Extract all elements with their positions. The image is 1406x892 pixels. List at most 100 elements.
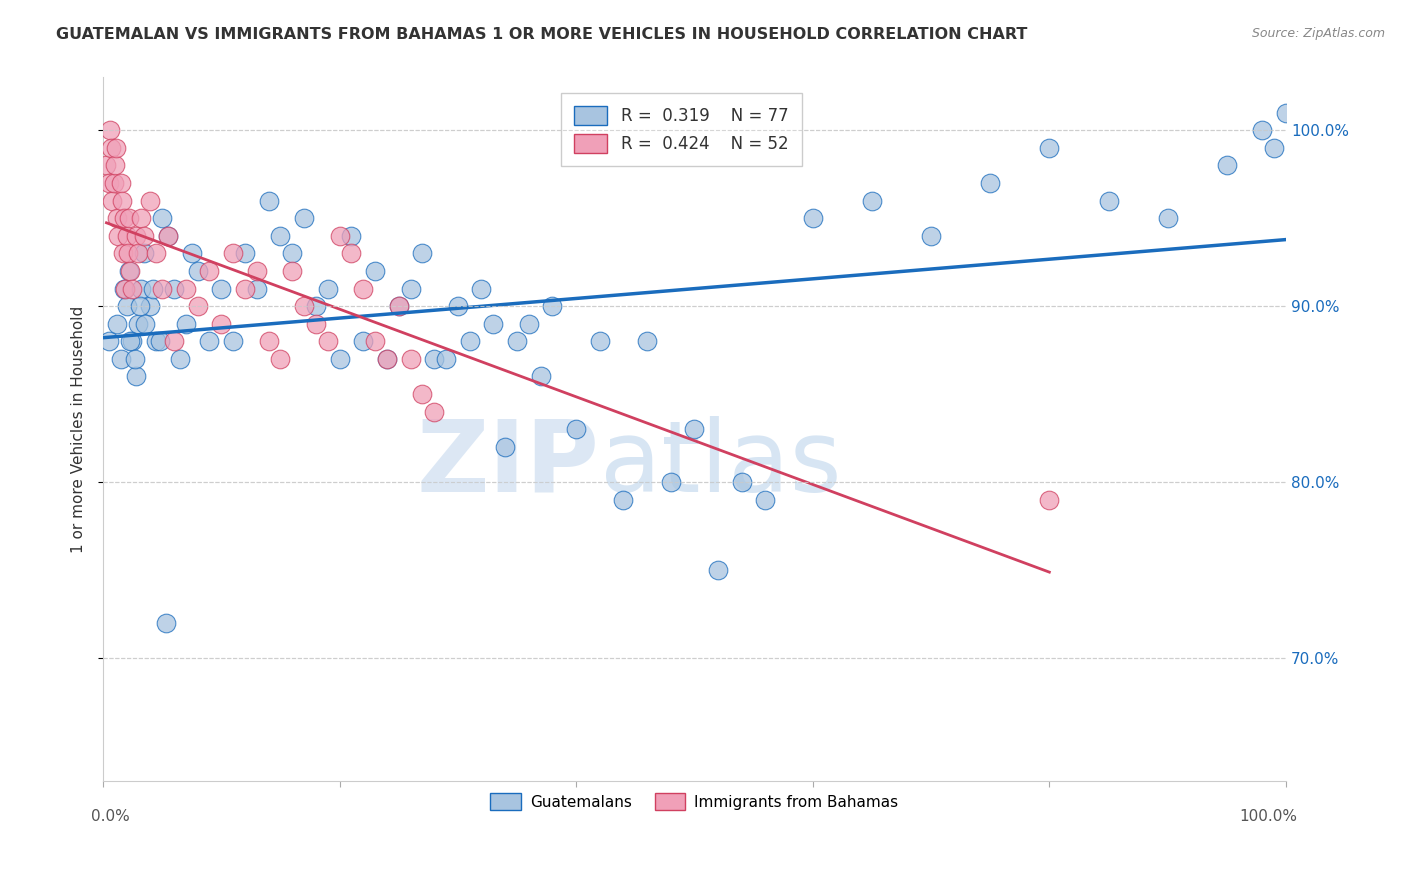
- Point: [134, 228, 156, 243]
- Point: [209, 281, 232, 295]
- Point: [328, 351, 350, 366]
- Point: [530, 369, 553, 384]
- Point: [128, 299, 150, 313]
- Point: [364, 334, 387, 349]
- Point: [155, 615, 177, 630]
- Point: [145, 246, 167, 260]
- Point: [470, 281, 492, 295]
- Point: [612, 492, 634, 507]
- Point: [115, 299, 138, 313]
- Point: [659, 475, 682, 489]
- Point: [127, 246, 149, 260]
- Point: [281, 246, 304, 260]
- Point: [257, 334, 280, 349]
- Point: [860, 194, 883, 208]
- Point: [1275, 105, 1298, 120]
- Point: [281, 264, 304, 278]
- Y-axis label: 1 or more Vehicles in Household: 1 or more Vehicles in Household: [72, 306, 86, 553]
- Point: [305, 299, 328, 313]
- Legend: Guatemalans, Immigrants from Bahamas: Guatemalans, Immigrants from Bahamas: [478, 780, 911, 822]
- Point: [754, 492, 776, 507]
- Point: [118, 211, 141, 226]
- Point: [97, 334, 120, 349]
- Point: [103, 176, 125, 190]
- Point: [506, 334, 529, 349]
- Point: [458, 334, 481, 349]
- Point: [1038, 492, 1060, 507]
- Point: [124, 351, 146, 366]
- Point: [1263, 141, 1285, 155]
- Point: [209, 317, 232, 331]
- Point: [100, 141, 122, 155]
- Point: [388, 299, 411, 313]
- Point: [246, 264, 269, 278]
- Text: Source: ZipAtlas.com: Source: ZipAtlas.com: [1251, 27, 1385, 40]
- Point: [222, 334, 245, 349]
- Point: [134, 246, 156, 260]
- Point: [1156, 211, 1178, 226]
- Point: [114, 281, 136, 295]
- Point: [589, 334, 612, 349]
- Point: [97, 176, 120, 190]
- Point: [156, 228, 179, 243]
- Point: [707, 563, 730, 577]
- Point: [163, 334, 186, 349]
- Point: [98, 123, 121, 137]
- Point: [110, 176, 132, 190]
- Point: [121, 281, 143, 295]
- Point: [340, 246, 363, 260]
- Point: [388, 299, 411, 313]
- Point: [125, 228, 148, 243]
- Point: [120, 264, 142, 278]
- Point: [163, 281, 186, 295]
- Point: [352, 334, 374, 349]
- Text: 100.0%: 100.0%: [1240, 809, 1298, 824]
- Point: [233, 246, 256, 260]
- Point: [352, 281, 374, 295]
- Point: [801, 211, 824, 226]
- Point: [121, 334, 143, 349]
- Point: [1216, 158, 1239, 172]
- Point: [112, 211, 135, 226]
- Point: [174, 281, 197, 295]
- Point: [292, 211, 315, 226]
- Point: [129, 281, 152, 295]
- Point: [541, 299, 564, 313]
- Point: [257, 194, 280, 208]
- Point: [316, 281, 339, 295]
- Point: [112, 281, 135, 295]
- Point: [118, 264, 141, 278]
- Point: [364, 264, 387, 278]
- Point: [399, 281, 422, 295]
- Text: atlas: atlas: [600, 416, 841, 513]
- Point: [139, 299, 162, 313]
- Point: [180, 246, 202, 260]
- Text: 0.0%: 0.0%: [91, 809, 129, 824]
- Point: [145, 334, 167, 349]
- Point: [316, 334, 339, 349]
- Point: [150, 281, 173, 295]
- Point: [434, 351, 457, 366]
- Point: [636, 334, 658, 349]
- Point: [399, 351, 422, 366]
- Point: [107, 228, 129, 243]
- Point: [187, 299, 209, 313]
- Point: [340, 228, 363, 243]
- Point: [134, 317, 156, 331]
- Point: [139, 194, 162, 208]
- Point: [375, 351, 398, 366]
- Point: [120, 334, 142, 349]
- Point: [104, 158, 127, 172]
- Point: [105, 317, 128, 331]
- Point: [517, 317, 540, 331]
- Point: [305, 317, 328, 331]
- Point: [1038, 141, 1060, 155]
- Point: [96, 158, 118, 172]
- Point: [169, 351, 191, 366]
- Point: [423, 404, 446, 418]
- Point: [187, 264, 209, 278]
- Point: [127, 317, 149, 331]
- Text: GUATEMALAN VS IMMIGRANTS FROM BAHAMAS 1 OR MORE VEHICLES IN HOUSEHOLD CORRELATIO: GUATEMALAN VS IMMIGRANTS FROM BAHAMAS 1 …: [56, 27, 1028, 42]
- Point: [110, 351, 132, 366]
- Point: [142, 281, 165, 295]
